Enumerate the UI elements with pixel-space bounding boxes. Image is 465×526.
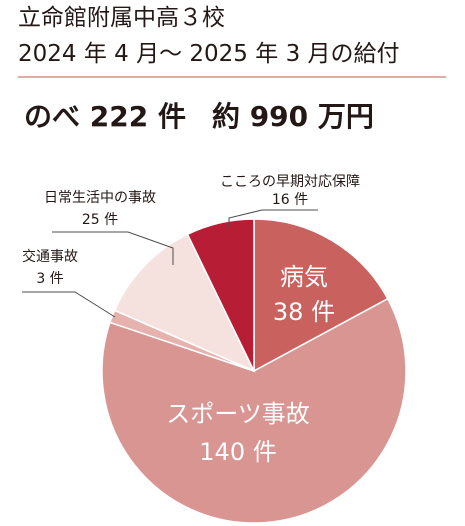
slice-label-mental-name: こころの早期対応保障 bbox=[220, 174, 360, 190]
summary-count: のべ 222 件 bbox=[24, 100, 186, 133]
slice-label-daily-name: 日常生活中の事故 bbox=[44, 190, 156, 206]
leader-lines bbox=[22, 209, 318, 318]
slice-label-traffic-name: 交通事故 bbox=[22, 248, 78, 265]
leader-line-traffic bbox=[22, 291, 116, 318]
slice-label-illness-name: 病気 bbox=[280, 263, 328, 291]
pie-slice-sports bbox=[101, 297, 407, 524]
slice-labels: こころの早期対応保障 16 件 日常生活中の事故 25 件 交通事故 3 件 病… bbox=[22, 174, 360, 466]
leader-line-daily bbox=[52, 231, 174, 265]
slice-label-mental-value: 16 件 bbox=[272, 192, 308, 208]
title-divider bbox=[18, 76, 446, 78]
slice-label-traffic-value: 3 件 bbox=[36, 271, 63, 287]
chart-title-line2: 2024 年 4 月〜 2025 年 3 月の給付 bbox=[18, 41, 400, 67]
leader-line-mental bbox=[228, 209, 318, 228]
pie-slice-daily bbox=[113, 233, 256, 373]
slice-label-illness-value: 38 件 bbox=[273, 298, 335, 326]
summary-amount: 約 990 万円 bbox=[211, 100, 374, 133]
slice-label-sports-value: 140 件 bbox=[199, 438, 276, 466]
slice-label-daily-value: 25 件 bbox=[82, 212, 118, 228]
summary-line: のべ 222 件約 990 万円 bbox=[24, 98, 374, 136]
slice-label-sports-name: スポーツ事故 bbox=[166, 400, 310, 428]
pie-slice-illness bbox=[253, 218, 389, 373]
chart-title-line1: 立命館附属中高３校 bbox=[18, 5, 225, 31]
pie-slices bbox=[101, 218, 407, 524]
pie-slice-mental bbox=[186, 218, 255, 372]
